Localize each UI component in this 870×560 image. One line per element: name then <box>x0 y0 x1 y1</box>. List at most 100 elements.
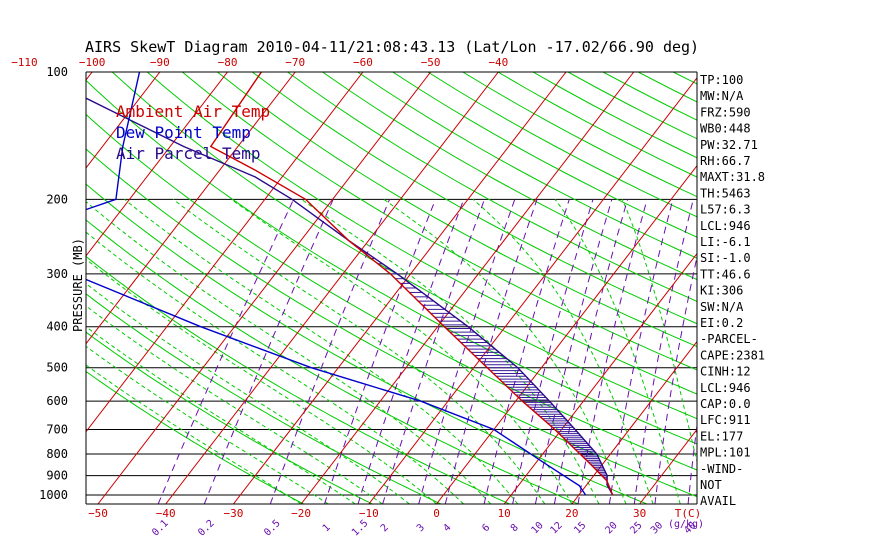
moist-adiabat <box>86 282 410 504</box>
mixing-ratio-line <box>512 199 594 504</box>
isotherm-line <box>97 72 432 504</box>
mixing-ratio-tick-label: 1 <box>321 522 333 534</box>
dry-adiabat <box>322 72 697 281</box>
y-axis-label: PRESSURE (MB) <box>71 238 85 332</box>
mixing-ratio-tick-label: 8 <box>509 522 521 534</box>
bottom-temp-tick-label: −30 <box>223 507 243 520</box>
mixing-ratio-tick-label: 25 <box>628 520 644 536</box>
mixing-ratio-tick-label: 30 <box>649 520 665 536</box>
mixing-ratio-line <box>633 199 694 504</box>
pressure-tick-label: 300 <box>46 267 68 281</box>
dry-adiabat <box>86 79 697 445</box>
stability-indices: TP:100 MW:N/A FRZ:590 WB0:448 PW:32.71 RH:66.… <box>700 73 765 508</box>
mixing-ratio-line <box>444 199 538 504</box>
pressure-tick-label: 500 <box>46 361 68 375</box>
pressure-tick-label: 800 <box>46 447 68 461</box>
background-grid <box>0 72 870 504</box>
isotherm-line <box>0 72 24 504</box>
pressure-tick-label: 600 <box>46 394 68 408</box>
moist-adiabat <box>86 231 464 504</box>
index-entry: KI:306 <box>700 284 743 298</box>
dry-adiabat <box>86 148 697 498</box>
mixing-ratio-line <box>577 199 648 504</box>
index-entry: SI:-1.0 <box>700 251 751 265</box>
index-entry: MW:N/A <box>700 89 744 103</box>
index-entry: CINH:12 <box>700 365 751 379</box>
dry-adiabat <box>111 72 697 420</box>
index-entry: MPL:101 <box>700 446 751 460</box>
chart-title: AIRS SkewT Diagram 2010-04-11/21:08:43.1… <box>85 38 699 56</box>
mixing-ratio-line <box>157 199 295 504</box>
legend-entry: Dew Point Temp <box>116 123 251 142</box>
bottom-temp-tick-label: 30 <box>633 507 646 520</box>
mixing-ratio-tick-label: 15 <box>572 520 588 536</box>
bottom-temp-tick-label: 0 <box>433 507 440 520</box>
index-entry: EL:177 <box>700 429 743 443</box>
dry-adiabat <box>181 72 697 371</box>
mixing-ratio-tick-label: 2 <box>379 522 391 534</box>
index-entry: MAXT:31.8 <box>700 170 765 184</box>
mixing-ratio-line <box>687 422 697 504</box>
bottom-temp-tick-label: −50 <box>88 507 108 520</box>
legend: Ambient Air Temp Dew Point Temp Air Parcel… <box>116 102 270 163</box>
isotherm-line <box>165 72 499 504</box>
sounding-profiles <box>86 72 614 496</box>
index-entry: LFC:911 <box>700 413 751 427</box>
moist-adiabat <box>301 198 600 504</box>
isotherm-line <box>436 164 697 504</box>
top-temp-tick-label: −80 <box>218 56 238 69</box>
mixing-ratio-line <box>357 199 465 504</box>
mixing-ratio-line <box>553 199 629 504</box>
index-entry: -PARCEL- <box>700 332 758 346</box>
dry-adiabat <box>392 72 697 238</box>
mixing-ratio-tick-label: 10 <box>529 520 545 536</box>
dry-adiabat <box>778 72 870 504</box>
pressure-tick-label: 900 <box>46 469 68 483</box>
mixing-ratio-line <box>269 199 391 504</box>
top-temp-tick-label: −100 <box>79 56 106 69</box>
mixing-ratio-tick-label: 1.5 <box>350 518 371 539</box>
mixing-ratio-tick-label: 12 <box>548 520 564 536</box>
index-entry: CAPE:2381 <box>700 348 765 362</box>
isotherm-line <box>86 72 296 345</box>
dry-adiabat <box>427 72 697 218</box>
isotherm-line <box>775 72 870 504</box>
isotherm-line <box>86 72 161 169</box>
isotherm-line <box>86 72 364 433</box>
index-entry: RH:66.7 <box>700 154 751 168</box>
mixing-ratio-line <box>418 199 516 504</box>
index-entry: TH:5463 <box>700 186 751 200</box>
bottom-temp-tick-label: −10 <box>359 507 379 520</box>
top-temp-tick-label: −60 <box>353 56 373 69</box>
index-entry: FRZ:590 <box>700 105 751 119</box>
top-temp-tick-label: −90 <box>150 56 170 69</box>
dry-adiabat <box>849 72 870 504</box>
index-entry: LCL:946 <box>700 381 751 395</box>
index-entry: LI:-6.1 <box>700 235 751 249</box>
mixing-ratio-line <box>324 199 436 504</box>
pressure-tick-label: 700 <box>46 423 68 437</box>
mixing-ratio-tick-label: 0.5 <box>262 518 283 539</box>
pressure-tick-label: 1000 <box>39 488 68 502</box>
index-entry: CAP:0.0 <box>700 397 751 411</box>
index-entry: PW:32.71 <box>700 138 758 152</box>
index-entry: NOT <box>700 478 722 492</box>
mixing-ratio-tick-label: 3 <box>415 522 427 534</box>
mixing-ratio-tick-label: 0.1 <box>150 518 171 539</box>
pressure-tick-label: 200 <box>46 192 68 206</box>
bottom-temp-tick-label: 20 <box>565 507 578 520</box>
air-parcel-temp-line <box>86 97 614 496</box>
isotherm-line <box>639 428 697 504</box>
dry-adiabat <box>743 72 870 504</box>
mixing-ratio-line <box>483 199 570 504</box>
dry-adiabat <box>86 183 647 504</box>
index-entry: SW:N/A <box>700 300 744 314</box>
index-entry: AVAIL <box>700 494 736 508</box>
bottom-temp-tick-label: −20 <box>291 507 311 520</box>
dry-adiabat <box>86 331 373 504</box>
index-entry: -WIND- <box>700 462 743 476</box>
index-entry: TT:46.6 <box>700 267 751 281</box>
moist-adiabat <box>472 198 654 504</box>
mixing-ratio-unit-label: (g/kg) <box>668 519 704 530</box>
